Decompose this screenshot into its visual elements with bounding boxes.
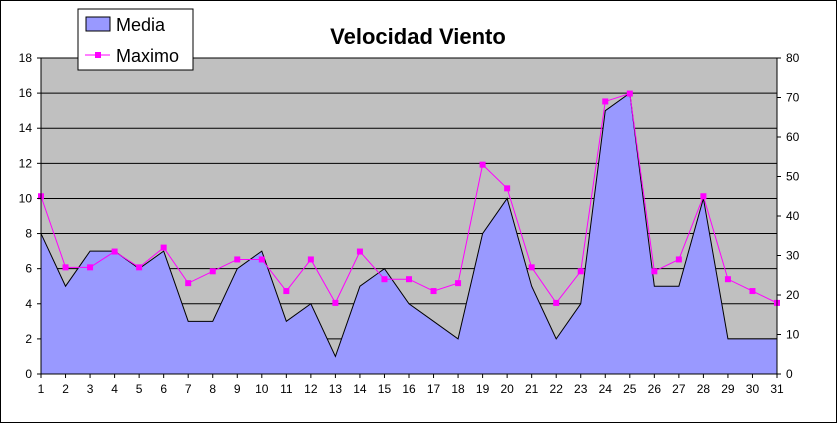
maximo-marker [528, 264, 535, 271]
x-tick-label: 10 [255, 382, 269, 396]
maximo-marker [602, 98, 609, 105]
x-tick-label: 2 [62, 382, 69, 396]
x-tick-label: 31 [770, 382, 784, 396]
maximo-marker [700, 193, 707, 200]
media-area-layer [40, 92, 777, 374]
right-tick-label: 0 [786, 367, 793, 381]
x-tick-label: 5 [136, 382, 143, 396]
x-tick-label: 14 [353, 382, 367, 396]
maximo-marker [504, 185, 511, 192]
legend-media-swatch [85, 16, 111, 32]
maximo-marker [406, 276, 412, 283]
left-tick-label: 18 [19, 51, 33, 65]
legend-media-label: Media [116, 15, 166, 35]
x-tick-label: 11 [280, 382, 293, 396]
media-area [41, 93, 777, 374]
chart-title: Velocidad Viento [330, 24, 506, 49]
maximo-marker [185, 280, 192, 287]
right-tick-label: 20 [786, 288, 800, 302]
x-tick-label: 3 [87, 382, 94, 396]
maximo-marker [356, 248, 363, 255]
x-tick-label: 30 [746, 382, 760, 396]
x-tick-label: 22 [550, 382, 564, 396]
left-axis-ticks: 0 2 4 6 8 10 12 14 16 18 [19, 51, 41, 381]
maximo-marker [381, 276, 388, 283]
x-tick-label: 4 [111, 382, 118, 396]
maximo-marker [283, 288, 290, 295]
left-tick-label: 12 [19, 156, 33, 170]
x-tick-label: 18 [451, 382, 465, 396]
maximo-marker [209, 268, 216, 275]
legend-maximo-label: Maximo [116, 46, 179, 66]
maximo-marker [258, 256, 265, 263]
right-tick-label: 60 [786, 130, 800, 144]
x-axis-ticks: 1 2 3 4 5 6 7 8 9 10 11 12 13 14 15 16 17 18 19 20 21 22 23 24 2… [38, 374, 784, 396]
maximo-marker [479, 161, 486, 168]
legend-maximo-marker [95, 52, 101, 58]
right-tick-label: 80 [786, 51, 800, 65]
maximo-marker [234, 256, 241, 263]
x-tick-label: 9 [234, 382, 241, 396]
left-tick-label: 6 [25, 262, 32, 276]
maximo-marker [651, 268, 658, 275]
x-tick-label: 13 [329, 382, 343, 396]
right-axis-ticks: 0 10 20 30 40 50 60 70 80 [777, 51, 800, 381]
left-tick-label: 14 [19, 121, 33, 135]
x-tick-label: 15 [378, 382, 392, 396]
right-tick-label: 10 [786, 328, 800, 342]
x-tick-label: 27 [672, 382, 686, 396]
maximo-marker [332, 299, 339, 306]
maximo-marker [307, 256, 314, 263]
x-tick-label: 24 [599, 382, 613, 396]
x-tick-label: 6 [160, 382, 167, 396]
x-tick-label: 17 [427, 382, 441, 396]
maximo-marker [160, 244, 167, 251]
x-tick-label: 26 [648, 382, 662, 396]
x-tick-label: 23 [574, 382, 588, 396]
maximo-line-layer [38, 90, 780, 306]
right-tick-label: 50 [786, 170, 800, 184]
x-tick-label: 29 [721, 382, 735, 396]
maximo-marker [749, 288, 756, 295]
x-tick-label: 8 [209, 382, 216, 396]
right-tick-label: 30 [786, 249, 800, 263]
left-tick-label: 16 [19, 86, 33, 100]
x-tick-label: 16 [402, 382, 416, 396]
x-tick-label: 25 [623, 382, 637, 396]
maximo-marker [577, 268, 584, 275]
left-tick-label: 10 [19, 191, 33, 205]
x-tick-label: 20 [500, 382, 514, 396]
maximo-marker [626, 90, 633, 97]
x-tick-label: 28 [697, 382, 711, 396]
maximo-marker [62, 264, 69, 271]
x-tick-label: 1 [38, 382, 45, 396]
maximo-marker [136, 264, 143, 271]
maximo-marker [87, 264, 94, 271]
media-area-outline [40, 92, 777, 358]
left-tick-label: 2 [25, 332, 32, 346]
maximo-marker [553, 299, 560, 306]
maximo-marker [455, 280, 462, 287]
x-tick-label: 12 [304, 382, 318, 396]
x-tick-label: 19 [476, 382, 490, 396]
left-tick-label: 0 [25, 367, 32, 381]
maximo-marker [430, 288, 437, 295]
left-tick-label: 8 [25, 227, 32, 241]
legend: Media Maximo [77, 8, 194, 71]
x-tick-label: 21 [525, 382, 539, 396]
right-tick-label: 70 [786, 91, 800, 105]
right-tick-label: 40 [786, 209, 800, 223]
maximo-marker [724, 276, 731, 283]
maximo-marker [111, 248, 118, 255]
maximo-marker [675, 256, 682, 263]
x-tick-label: 7 [185, 382, 192, 396]
left-tick-label: 4 [25, 297, 32, 311]
